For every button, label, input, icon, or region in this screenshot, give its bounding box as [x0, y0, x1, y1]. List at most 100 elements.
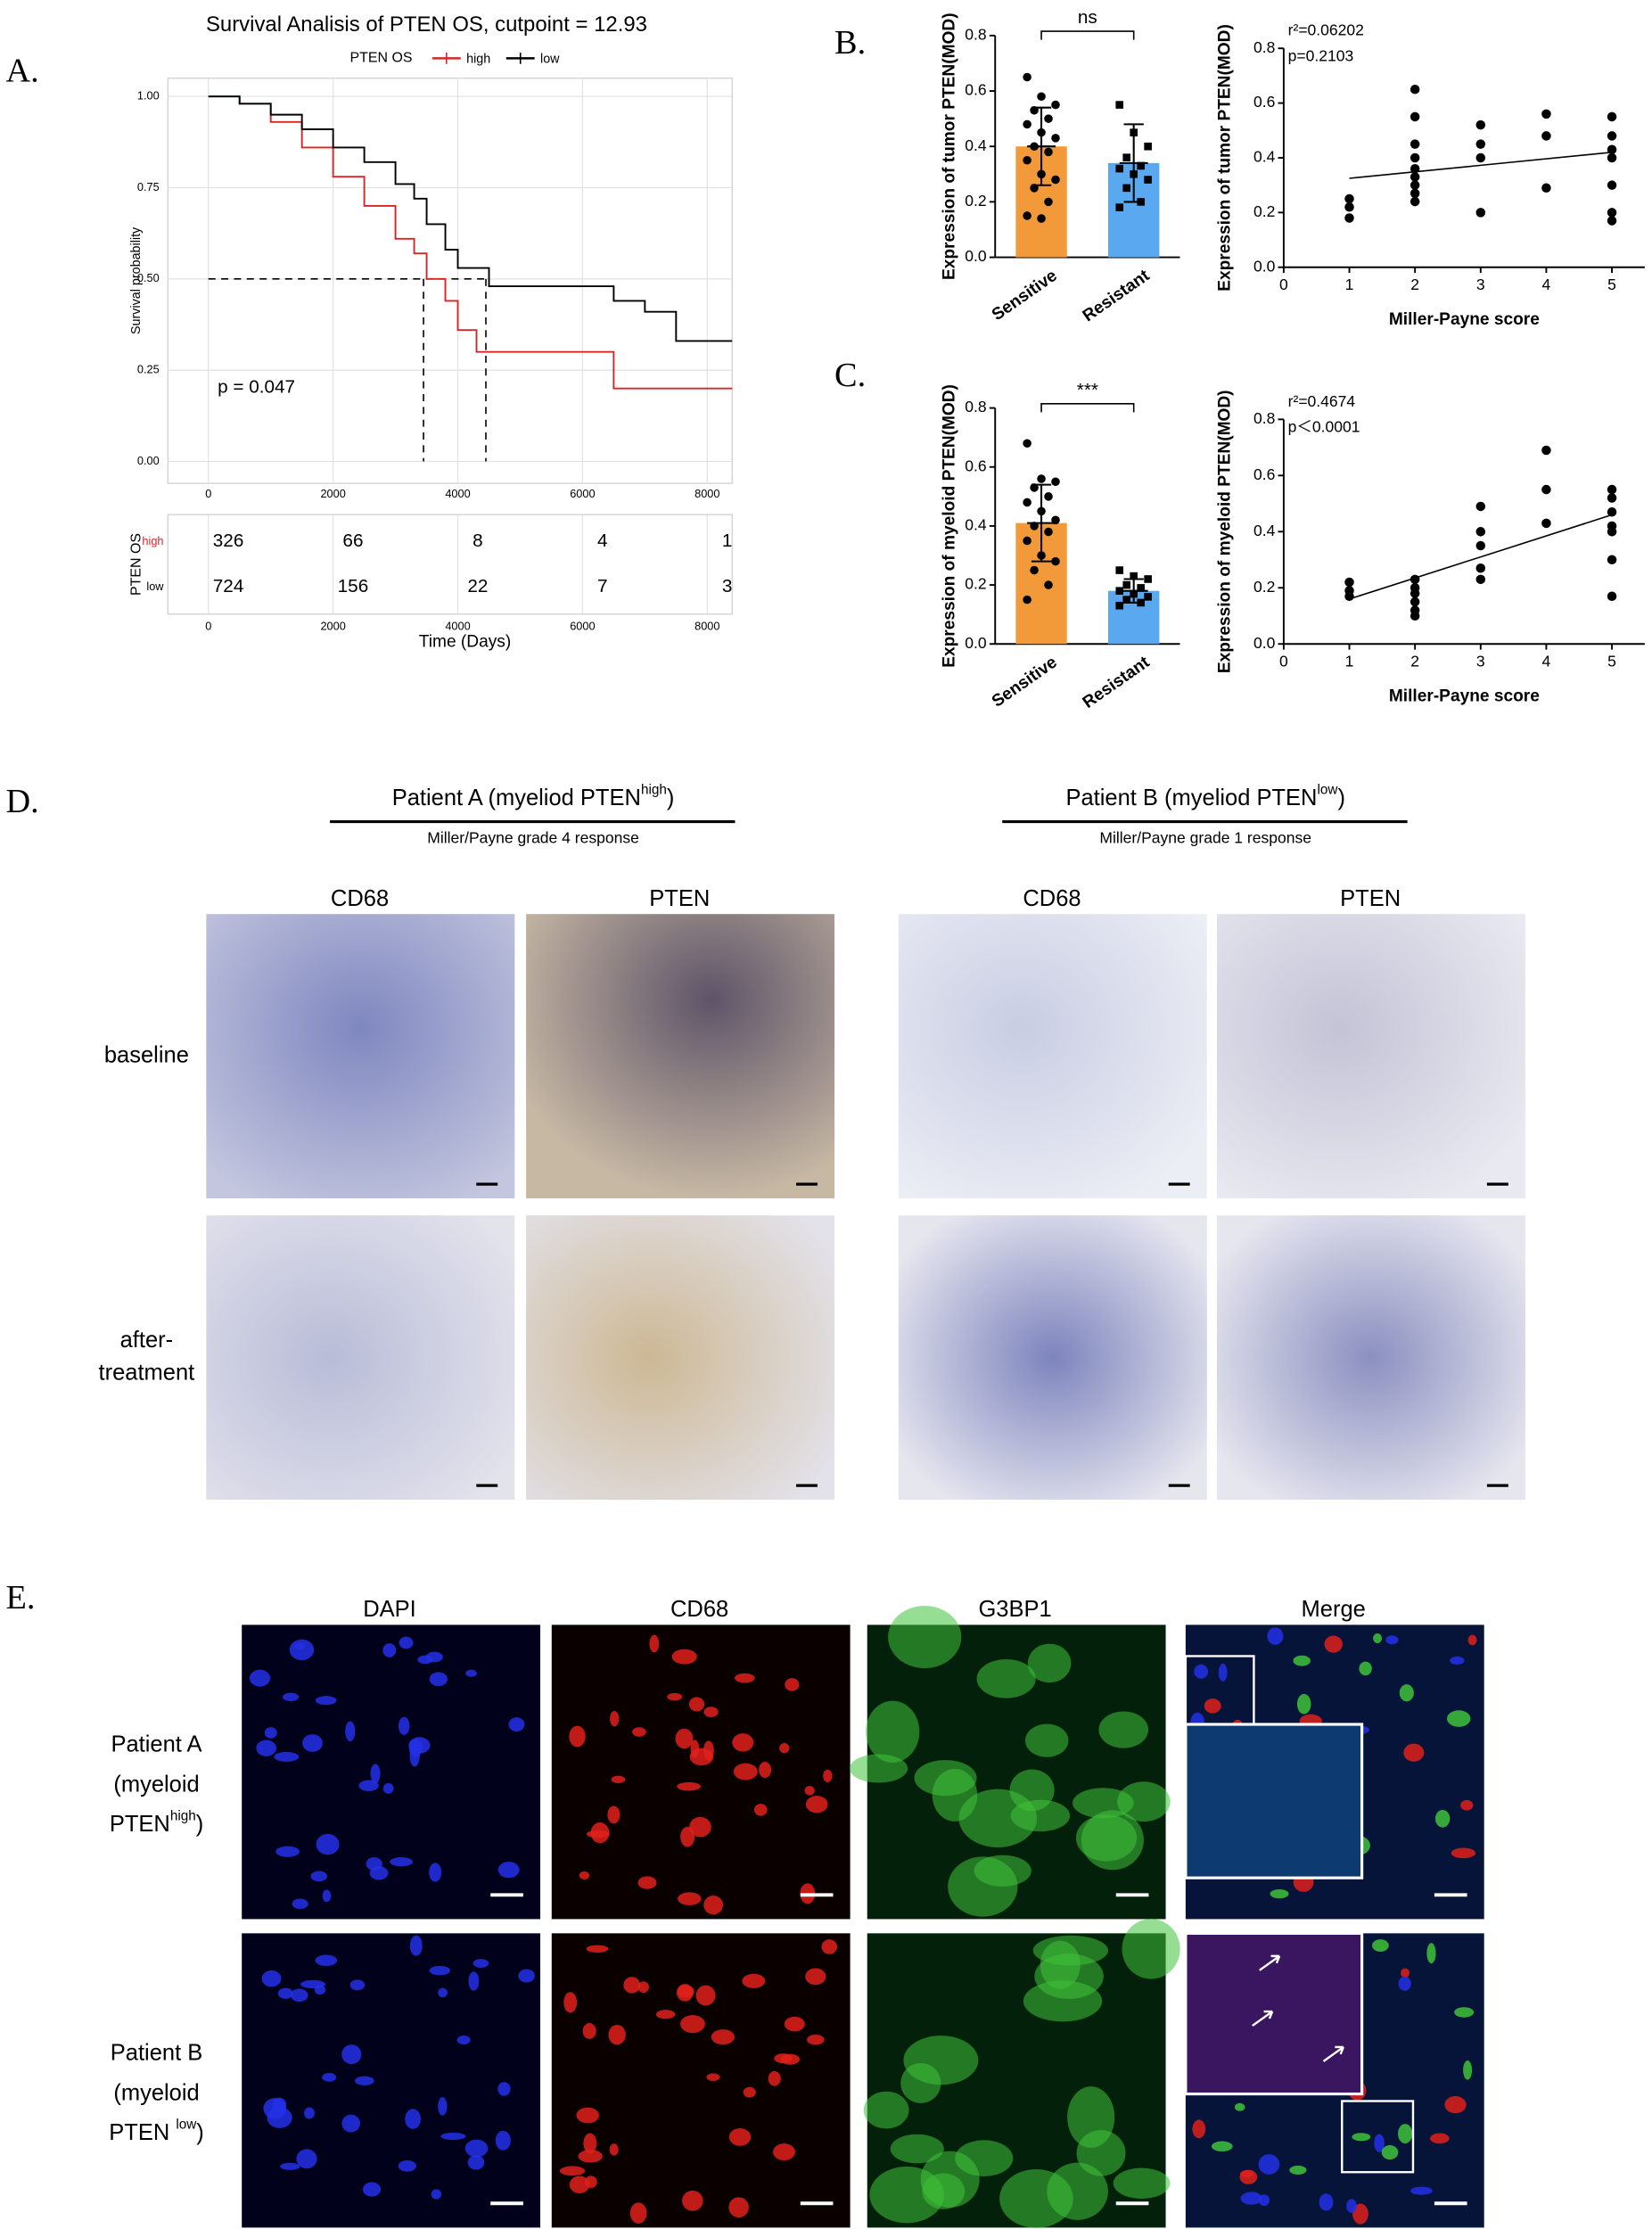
column-label: CD68: [670, 1597, 728, 1622]
x-axis-label: Miller-Payne score: [1389, 687, 1540, 705]
cell: [1346, 2199, 1357, 2214]
cell: [667, 1692, 683, 1701]
x-tick-label: 8000: [694, 487, 719, 500]
cell: [890, 2134, 944, 2164]
cell: [1239, 2169, 1258, 2184]
cell: [677, 1781, 702, 1791]
cell: [302, 1734, 323, 1752]
data-point: [1475, 501, 1486, 512]
y-tick-label: 0.2: [1253, 202, 1275, 220]
data-point: [1044, 580, 1053, 589]
x-tick-label: 4: [1542, 276, 1551, 293]
heading-text: ): [196, 2120, 204, 2145]
risk-row-label: low: [146, 580, 164, 593]
cell: [267, 2107, 292, 2128]
group-subtitle: Miller/Payne grade 4 response: [427, 828, 639, 846]
x-tick-label: 2000: [320, 487, 345, 500]
cell: [675, 1728, 694, 1749]
cell: [382, 1782, 394, 1794]
data-point: [1030, 522, 1039, 531]
cell: [300, 1979, 326, 1989]
heading-text: ): [667, 785, 675, 810]
x-tick-label: 2: [1410, 653, 1419, 670]
cell: [784, 2016, 805, 2032]
cell: [1023, 1980, 1103, 2022]
cell: [1122, 1919, 1180, 1979]
superscript: high: [641, 783, 667, 798]
x-tick-label: 4: [1542, 653, 1551, 670]
y-tick-label: 0.6: [1253, 465, 1275, 483]
cell: [274, 1751, 300, 1762]
data-point: [1344, 577, 1354, 588]
risk-count: 8: [473, 531, 483, 551]
cell: [900, 2062, 941, 2103]
cell: [369, 1866, 389, 1880]
cell: [689, 1748, 714, 1766]
cell: [1426, 1943, 1436, 1964]
cell: [1296, 1693, 1311, 1715]
data-point: [1030, 184, 1039, 193]
cell: [728, 2197, 749, 2218]
column-label: CD68: [1023, 886, 1081, 911]
cell: [785, 1678, 800, 1691]
cell: [370, 1764, 381, 1784]
risk-count: 156: [338, 576, 369, 596]
micrograph: [898, 914, 1207, 1199]
data-point: [1044, 197, 1053, 207]
heading-text: PTEN: [109, 2120, 176, 2145]
data-point: [1475, 152, 1486, 163]
cell: [563, 1992, 578, 2013]
cell: [1211, 2141, 1233, 2152]
cell: [805, 1968, 826, 1986]
cell: [429, 1965, 451, 1976]
cell: [743, 2086, 756, 2098]
data-point: [1115, 164, 1124, 173]
y-tick-label: 0.50: [137, 271, 160, 284]
cell: [1258, 2154, 1280, 2175]
cell: [1194, 1664, 1209, 1679]
data-point: [1130, 589, 1138, 598]
superscript: high: [170, 1809, 196, 1824]
data-point: [1115, 101, 1124, 109]
cell: [456, 2036, 471, 2044]
data-point: [1607, 180, 1617, 190]
cell: [706, 2073, 720, 2082]
cell: [1073, 1788, 1134, 1819]
y-axis-label: Expression of myeloid PTEN(MOD): [940, 384, 958, 668]
cell: [1359, 1661, 1372, 1676]
heading-text: ): [196, 1812, 204, 1837]
cell: [768, 2070, 781, 2086]
cell: [467, 2155, 485, 2170]
cell: [590, 1822, 610, 1844]
cell: [773, 2143, 795, 2161]
inset: [1184, 1931, 1364, 2096]
cell: [1204, 1698, 1221, 1714]
y-tick-label: 0.0: [1253, 634, 1276, 652]
micrograph: [526, 914, 835, 1199]
cell: [629, 2202, 647, 2224]
x-tick-label: 4000: [445, 620, 470, 633]
data-point: [1137, 198, 1145, 206]
panel-label: D.: [6, 783, 39, 820]
cell: [315, 1954, 338, 1966]
y-axis-label: Survival probability: [129, 226, 144, 334]
cell: [637, 1981, 649, 1993]
risk-table-title: PTEN OS: [128, 533, 144, 596]
cell: [291, 1988, 308, 2003]
cell: [671, 1649, 697, 1665]
cell: [1027, 1643, 1072, 1683]
data-point: [1607, 555, 1617, 565]
cell: [611, 1775, 626, 1783]
cell: [296, 2149, 317, 2169]
p-value: p = 0.047: [218, 377, 295, 398]
cell: [261, 1970, 282, 1987]
x-tick-label: 3: [1476, 276, 1485, 293]
superscript: low: [176, 2118, 197, 2133]
data-point: [1607, 591, 1617, 601]
cell: [409, 1745, 420, 1767]
cell: [728, 2128, 752, 2146]
error-bar: [1027, 483, 1056, 563]
x-tick-label: 5: [1607, 653, 1616, 670]
y-tick-label: 0.8: [1253, 409, 1275, 427]
panel-label: E.: [6, 1579, 36, 1616]
